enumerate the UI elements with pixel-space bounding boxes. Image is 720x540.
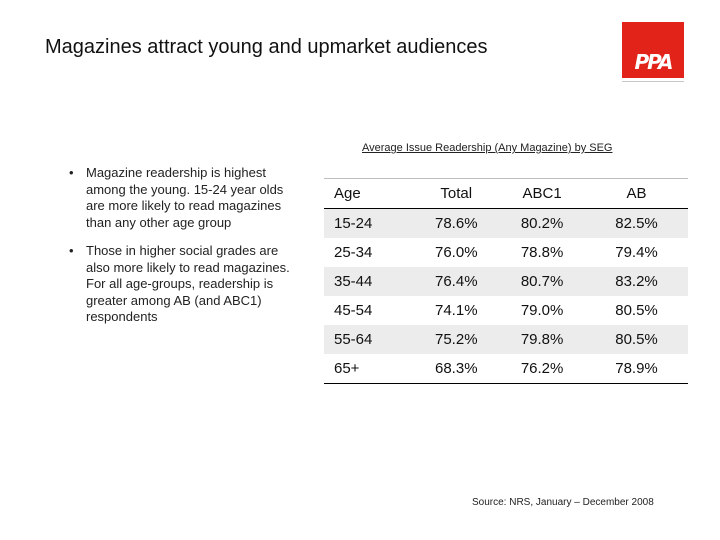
cell-total: 78.6%	[413, 208, 500, 238]
header-age: Age	[324, 178, 414, 209]
logo-divider	[622, 81, 684, 82]
header-ab: AB	[585, 178, 688, 209]
readership-table: Age Total ABC1 AB 15-24 78.6% 80.2% 82.5…	[324, 178, 688, 384]
bullet-item: • Magazine readership is highest among t…	[68, 165, 290, 231]
table-row: 45-54 74.1% 79.0% 80.5%	[324, 296, 688, 325]
cell-age: 65+	[324, 354, 414, 384]
cell-ab: 80.5%	[585, 325, 688, 354]
table-header-row: Age Total ABC1 AB	[324, 178, 688, 209]
cell-total: 74.1%	[435, 302, 478, 319]
table-caption: Average Issue Readership (Any Magazine) …	[362, 142, 613, 154]
bullet-dot-icon: •	[69, 243, 74, 258]
header-abc1: ABC1	[499, 178, 586, 209]
cell-abc1: 80.2%	[499, 208, 586, 238]
cell-total: 76.0%	[435, 244, 478, 261]
cell-ab: 78.9%	[585, 354, 688, 384]
cell-total: 76.4%	[413, 267, 500, 296]
bullet-text: Magazine readership is highest among the…	[86, 165, 284, 230]
cell-ab: 82.5%	[585, 208, 688, 238]
cell-total: 75.2%	[413, 325, 500, 354]
cell-age: 45-54	[334, 302, 373, 319]
bullet-item: • Those in higher social grades are also…	[68, 243, 290, 326]
logo-badge: PPA	[622, 22, 684, 78]
table-row: 65+ 68.3% 76.2% 78.9%	[324, 354, 688, 384]
table-row: 15-24 78.6% 80.2% 82.5%	[324, 208, 688, 238]
table-row: 25-34 76.0% 78.8% 79.4%	[324, 238, 688, 267]
cell-ab: 80.5%	[615, 302, 658, 319]
slide-title: Magazines attract young and upmarket aud…	[45, 36, 488, 58]
cell-total: 68.3%	[413, 354, 500, 384]
table-row: 35-44 76.4% 80.7% 83.2%	[324, 267, 688, 296]
logo-text: PPA	[634, 50, 674, 74]
cell-age: 25-34	[334, 244, 373, 261]
bullet-list: • Magazine readership is highest among t…	[68, 165, 290, 338]
cell-abc1: 76.2%	[499, 354, 586, 384]
cell-age: 55-64	[324, 325, 414, 354]
cell-age: 35-44	[324, 267, 414, 296]
cell-ab: 79.4%	[615, 244, 658, 261]
cell-abc1: 78.8%	[520, 244, 564, 261]
bullet-dot-icon: •	[69, 165, 74, 180]
table-row: 55-64 75.2% 79.8% 80.5%	[324, 325, 688, 354]
cell-ab: 83.2%	[585, 267, 688, 296]
cell-age: 15-24	[324, 208, 414, 238]
source-note: Source: NRS, January – December 2008	[472, 497, 654, 508]
cell-abc1: 79.0%	[520, 302, 564, 319]
cell-abc1: 79.8%	[499, 325, 586, 354]
ppa-logo: PPA	[622, 22, 684, 84]
bullet-text: Those in higher social grades are also m…	[86, 243, 290, 324]
header-total: Total	[413, 178, 500, 209]
cell-abc1: 80.7%	[499, 267, 586, 296]
